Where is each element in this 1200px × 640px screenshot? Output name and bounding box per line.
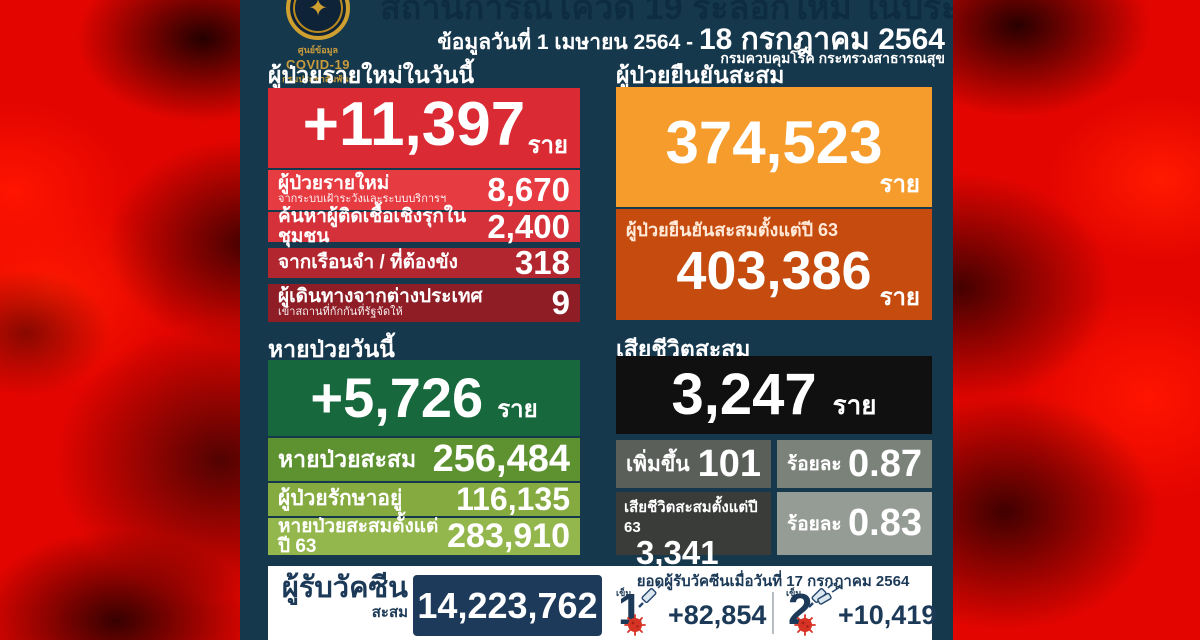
emblem-glyph: ✦ [307, 0, 329, 22]
new-cases-row-proactive: ค้นหาผู้ติดเชื้อเชิงรุกในชุมชน 2,400 [268, 207, 580, 246]
prd-emblem-icon: ✦ [286, 0, 350, 40]
row-sublabel: จากระบบเฝ้าระวังและระบบบริการฯ [278, 193, 447, 206]
vaccine-note: ยอดผู้รับวัคซีนเมื่อวันที่ 17 กรกฎาคม 25… [636, 573, 910, 590]
date-range-emphasis: 18 กรกฎาคม 2564 [698, 23, 945, 56]
vaccine-total-value: 14,223,762 [417, 584, 598, 626]
new-cases-row-prison: จากเรือนจำ / ที่ต้องขัง 318 [268, 244, 580, 281]
deaths-box: 3,247 ราย [616, 356, 932, 434]
row-value: 283,910 [447, 517, 570, 555]
deaths-value: 3,247 [671, 362, 817, 427]
new-cases-value: +11,397 [302, 90, 526, 159]
vaccine-total-box: 14,223,762 [413, 575, 602, 636]
agency-name: กรมควบคุมโรค กระทรวงสาธารณสุข [720, 50, 945, 66]
vaccine-label-sub: สะสม [371, 604, 408, 621]
confirmed-since-box: ผู้ป่วยยืนยันสะสมตั้งแต่ปี 63 403,386 รา… [616, 209, 932, 320]
row-sublabel: เข้าสถานที่กักกันที่รัฐจัดให้ [278, 306, 403, 319]
recovered-row-cumulative: หายป่วยสะสม 256,484 [268, 438, 580, 481]
deaths-since-box: เสียชีวิตสะสมตั้งแต่ปี 63 3,341 [616, 492, 771, 570]
deaths-percent2-value: 0.83 [848, 502, 922, 544]
syringe-icon [638, 582, 664, 608]
row-value: 256,484 [432, 438, 570, 480]
new-cases-title: ผู้ป่วยรายใหม่ในวันนี้ [268, 62, 475, 88]
page-title: สถานการณ์โควิด 19 ระลอกใหม่ ในประเทศไทย [380, 0, 953, 27]
dose2-badge: เข็ม [786, 588, 802, 598]
dose1-group: เข็ม 1 +82,854 [616, 582, 767, 638]
dose1-badge: เข็ม [616, 588, 632, 598]
dose-divider [772, 592, 774, 634]
virus-icon [624, 614, 646, 636]
deaths-increase-value: 101 [697, 442, 761, 485]
confirmed-since-value: 403,386 [676, 241, 872, 301]
deaths-since-label: เสียชีวิตสะสมตั้งแต่ปี 63 [624, 499, 758, 536]
dose1-value: +82,854 [668, 600, 767, 630]
row-value: 116,135 [456, 481, 570, 517]
row-value: 8,670 [487, 171, 570, 208]
deaths-percent-value: 0.87 [848, 442, 922, 485]
vaccine-label: ผู้รับวัคซีน สะสม [280, 572, 408, 621]
deaths-unit: ราย [832, 390, 877, 420]
vaccine-label-main: ผู้รับวัคซีน [281, 572, 408, 604]
date-range-prefix: ข้อมูลวันที่ 1 เมษายน 2564 - [437, 31, 699, 54]
recovered-unit: ราย [497, 396, 538, 423]
logo-line2: COVID-19 [286, 57, 350, 72]
logo-line1: ศูนย์ข้อมูล [297, 45, 339, 55]
confirmed-value: 374,523 [665, 109, 883, 176]
double-syringe-icon [808, 582, 838, 608]
recovered-title: หายป่วยวันนี้ [268, 336, 395, 362]
new-cases-row-abroad: ผู้เดินทางจากต่างประเทศ เข้าสถานที่กักกั… [268, 284, 580, 322]
confirmed-title: ผู้ป่วยยืนยันสะสม [616, 62, 785, 88]
dose2-group: เข็ม 2 [786, 582, 937, 638]
prd-logo: ✦ ศูนย์ข้อมูล COVID-19 กรมประชาสัมพันธ์ [258, 0, 378, 86]
row-label: หายป่วยสะสมตั้งแต่ปี 63 [278, 515, 439, 557]
row-value: 318 [514, 244, 570, 281]
row-label: ผู้เดินทางจากต่างประเทศ [278, 286, 483, 308]
new-cases-unit: ราย [527, 132, 568, 159]
deaths-percent2-label: ร้อยละ [787, 513, 842, 535]
deaths-increase-box: เพิ่มขึ้น 101 [616, 440, 771, 488]
recovered-box: +5,726 ราย [268, 360, 580, 436]
main-panel: สถานการณ์โควิด 19 ระลอกใหม่ ในประเทศไทย … [240, 0, 953, 640]
row-label: ผู้ป่วยรักษาอยู่ [278, 487, 403, 511]
deaths-increase-label: เพิ่มขึ้น [626, 452, 690, 476]
date-range: ข้อมูลวันที่ 1 เมษายน 2564 - 18 กรกฎาคม … [437, 16, 945, 63]
confirmed-since-unit: ราย [879, 284, 920, 311]
confirmed-box: 374,523 ราย [616, 87, 932, 207]
deaths-percent-box: ร้อยละ 0.87 [777, 440, 932, 488]
row-label: หายป่วยสะสม [278, 446, 417, 473]
row-label: ผู้ป่วยรายใหม่ [278, 173, 390, 195]
confirmed-since-label: ผู้ป่วยยืนยันสะสมตั้งแต่ปี 63 [626, 220, 839, 240]
recovered-value: +5,726 [310, 366, 484, 429]
row-label: ค้นหาผู้ติดเชื้อเชิงรุกในชุมชน [278, 206, 467, 247]
recovered-row-in-treatment: ผู้ป่วยรักษาอยู่ 116,135 [268, 481, 580, 517]
confirmed-unit: ราย [879, 171, 920, 198]
virus-texture-right [940, 0, 1200, 640]
vaccine-strip: ผู้รับวัคซีน สะสม 14,223,762 ยอดผู้รับวั… [268, 566, 936, 640]
deaths-since-value: 3,341 [636, 534, 719, 571]
row-value: 2,400 [487, 208, 570, 245]
virus-texture-left [0, 0, 260, 640]
deaths-percent-label: ร้อยละ [787, 454, 842, 475]
new-cases-row-surveillance: ผู้ป่วยรายใหม่ จากระบบเฝ้าระวังและระบบบร… [268, 170, 580, 210]
new-cases-box: +11,397 ราย [268, 88, 580, 168]
logo-line3: กรมประชาสัมพันธ์ [282, 74, 354, 84]
row-value: 9 [551, 284, 570, 321]
deaths-percent2-box: ร้อยละ 0.83 [777, 492, 932, 555]
dose2-value: +10,419 [838, 600, 937, 630]
recovered-row-since-63: หายป่วยสะสมตั้งแต่ปี 63 283,910 [268, 515, 580, 557]
virus-icon [794, 614, 816, 636]
row-label: จากเรือนจำ / ที่ต้องขัง [278, 252, 458, 274]
